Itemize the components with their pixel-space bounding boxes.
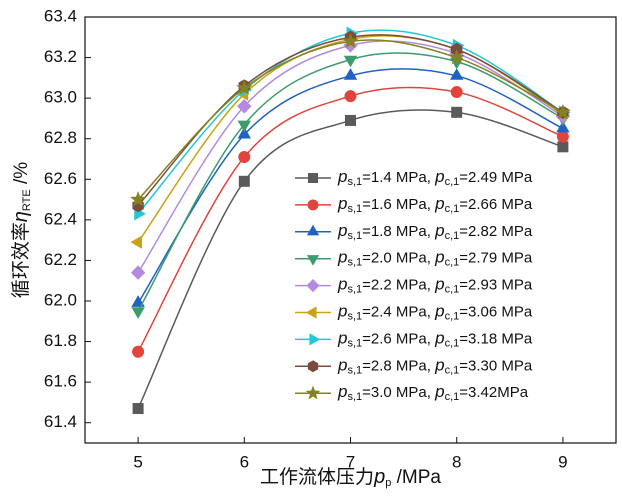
y-tick-label: 62.2 <box>44 250 77 269</box>
marker <box>343 55 358 68</box>
y-tick-label: 61.4 <box>44 412 77 431</box>
legend-label: ps,1=2.0 MPa, pc,1=2.79 MPa <box>337 248 533 268</box>
marker <box>342 32 359 49</box>
series-line <box>137 86 564 353</box>
marker <box>557 141 569 153</box>
marker <box>343 68 358 80</box>
marker <box>238 175 250 187</box>
marker <box>556 120 570 133</box>
marker <box>132 345 145 358</box>
series-line <box>137 40 564 274</box>
x-tick-label: 7 <box>346 452 355 471</box>
series-line <box>137 109 564 409</box>
y-tick-label: 62.6 <box>44 169 77 188</box>
y-tick-label: 61.8 <box>44 331 77 350</box>
legend-label: ps,1=2.6 MPa, pc,1=3.18 MPa <box>337 329 533 349</box>
marker <box>448 49 465 65</box>
y-tick-label: 62.0 <box>44 290 77 309</box>
marker <box>344 90 357 103</box>
marker <box>237 99 252 114</box>
legend-label: ps,1=1.4 MPa, pc,1=2.49 MPa <box>337 167 533 187</box>
marker <box>236 79 253 95</box>
series-line <box>137 52 564 312</box>
x-axis-label: 工作流体压力pp /MPa <box>260 466 441 489</box>
marker <box>237 126 252 139</box>
legend-label: ps,1=2.2 MPa, pc,1=2.93 MPa <box>337 275 533 295</box>
marker <box>306 224 320 236</box>
marker <box>306 279 320 293</box>
legend-label: ps,1=1.8 MPa, pc,1=2.82 MPa <box>337 221 533 241</box>
marker <box>307 199 319 211</box>
y-tick-label: 62.8 <box>44 128 77 147</box>
x-tick-label: 8 <box>452 452 461 471</box>
marker <box>307 360 319 373</box>
marker <box>132 403 144 415</box>
marker <box>130 265 146 280</box>
x-tick-label: 6 <box>240 452 249 471</box>
marker <box>554 103 571 120</box>
y-tick-label: 61.6 <box>44 372 77 391</box>
marker <box>306 255 320 266</box>
marker <box>449 68 464 80</box>
marker <box>130 235 142 249</box>
marker <box>308 173 318 183</box>
marker <box>130 191 147 207</box>
y-tick-label: 63.4 <box>44 6 77 25</box>
x-tick-label: 9 <box>558 452 567 471</box>
marker <box>305 385 321 400</box>
marker <box>309 333 321 346</box>
marker <box>556 130 569 143</box>
marker <box>131 307 145 319</box>
y-tick-label: 63.2 <box>44 47 77 66</box>
marker <box>305 306 317 319</box>
marker <box>451 106 463 118</box>
marker <box>237 120 252 133</box>
y-tick-label: 63.0 <box>44 88 77 107</box>
legend-label: ps,1=2.8 MPa, pc,1=3.30 MPa <box>337 356 533 376</box>
x-tick-label: 5 <box>133 452 142 471</box>
marker <box>345 114 356 126</box>
marker <box>238 150 251 163</box>
y-axis-label: 循环效率ηRTE /% <box>10 162 33 298</box>
y-tick-label: 62.4 <box>44 209 77 228</box>
legend-label: ps,1=1.6 MPa, pc,1=2.66 MPa <box>337 194 533 214</box>
legend-label: ps,1=3.0 MPa, pc,1=3.42MPa <box>337 383 529 403</box>
legend-label: ps,1=2.4 MPa, pc,1=3.06 MPa <box>337 302 533 322</box>
series-line <box>137 68 564 304</box>
marker <box>131 295 145 307</box>
marker <box>450 86 463 99</box>
